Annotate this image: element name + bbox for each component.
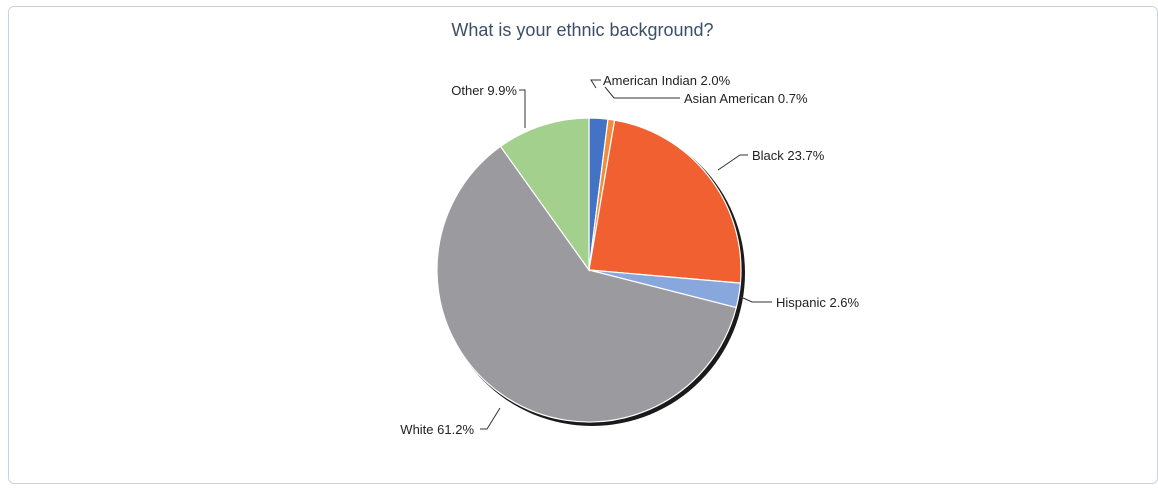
pie-label-asian-american: Asian American 0.7%: [684, 91, 808, 106]
pie-label-white: White 61.2%: [400, 422, 474, 437]
leader-line-asian-american: [604, 86, 680, 99]
pie-label-other: Other 9.9%: [451, 83, 517, 98]
pie-labels: American Indian 2.0% Asian American 0.7% B…: [400, 73, 859, 437]
pie-slice-black: [588, 119, 742, 284]
pie-leader-lines: [480, 79, 772, 430]
leader-line-black: [717, 154, 748, 171]
leader-line-white: [480, 407, 501, 430]
pie-label-black: Black 23.7%: [752, 148, 825, 163]
pie-label-hispanic: Hispanic 2.6%: [776, 295, 860, 310]
leader-line-other: [519, 89, 526, 128]
pie-slice-white: [436, 145, 738, 423]
pie-label-american-indian: American Indian 2.0%: [603, 73, 731, 88]
pie-slice-other: [499, 117, 590, 272]
leader-line-american-indian: [590, 79, 601, 89]
pie-slices: [436, 117, 742, 423]
chart-title: What is your ethnic background?: [451, 20, 714, 40]
leader-line-hispanic: [740, 296, 772, 303]
